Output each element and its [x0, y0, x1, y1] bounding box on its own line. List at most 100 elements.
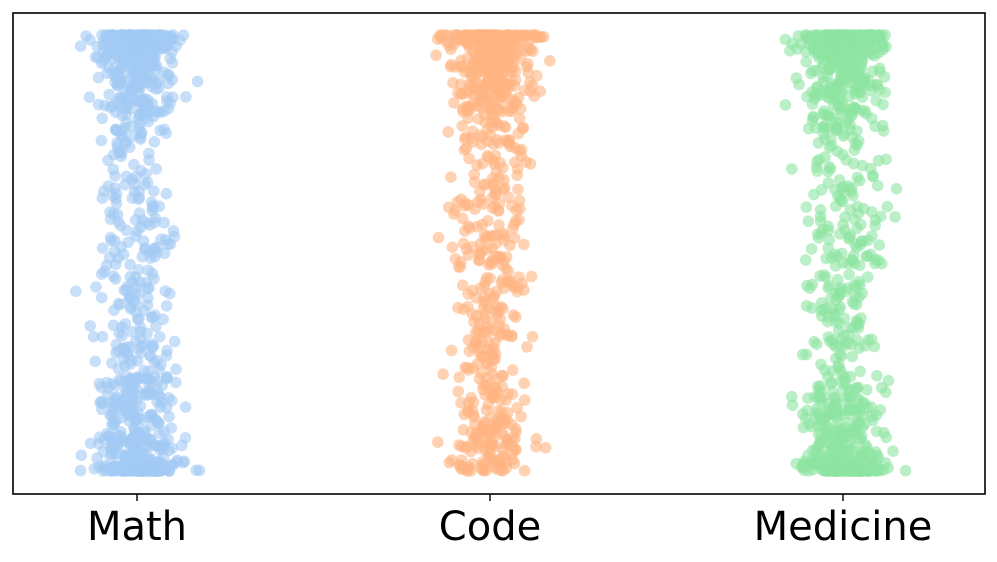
data-point-code: [497, 370, 509, 382]
data-point-code: [512, 183, 524, 196]
data-point-medicine: [875, 381, 888, 394]
data-point-code: [509, 444, 522, 456]
data-point-math: [96, 330, 109, 343]
data-point-code: [489, 64, 501, 77]
data-point-math: [107, 208, 120, 220]
data-point-medicine: [822, 331, 835, 343]
data-point-medicine: [786, 399, 799, 412]
data-point-code: [492, 137, 505, 149]
data-point-math: [166, 73, 179, 86]
data-point-math: [140, 168, 152, 180]
data-point-math: [124, 258, 136, 271]
data-point-code: [462, 112, 474, 124]
data-point-medicine: [852, 322, 865, 334]
data-point-medicine: [851, 125, 863, 137]
data-point-math: [161, 95, 173, 108]
data-point-code: [473, 248, 485, 260]
data-point-medicine: [830, 340, 842, 353]
data-point-medicine: [823, 161, 835, 173]
data-point-medicine: [796, 348, 809, 361]
data-point-medicine: [837, 101, 850, 113]
data-point-code: [523, 42, 536, 54]
data-point-code: [507, 454, 519, 467]
data-point-code: [496, 162, 509, 174]
x-ticks: [136, 494, 844, 501]
data-point-medicine: [834, 460, 846, 472]
data-point-math: [152, 106, 164, 118]
data-point-math: [145, 80, 158, 93]
data-point-medicine: [805, 243, 818, 255]
data-point-medicine: [844, 404, 856, 416]
x-tick-label-math: Math: [87, 504, 187, 550]
data-point-code: [446, 241, 459, 253]
data-point-medicine: [835, 350, 848, 362]
data-point-code: [488, 304, 501, 317]
data-point-code: [463, 345, 476, 357]
data-point-math: [113, 145, 126, 158]
data-point-math: [132, 62, 144, 74]
data-point-math: [139, 93, 151, 105]
data-point-math: [70, 285, 82, 298]
data-point-code: [498, 323, 511, 335]
data-point-code: [530, 433, 543, 445]
data-point-code: [448, 97, 460, 109]
data-point-code: [504, 239, 516, 252]
data-point-code: [486, 350, 499, 362]
data-point-medicine: [799, 254, 812, 266]
data-point-medicine: [823, 141, 836, 154]
data-point-medicine: [825, 62, 837, 75]
data-point-medicine: [810, 81, 823, 94]
data-point-math: [96, 242, 109, 254]
data-point-code: [489, 337, 501, 349]
data-point-math: [130, 297, 143, 310]
data-point-code: [452, 261, 465, 273]
data-point-medicine: [876, 257, 888, 270]
data-point-math: [141, 372, 154, 385]
data-point-code: [498, 182, 511, 194]
data-point-math: [146, 311, 159, 324]
data-point-math: [84, 437, 97, 450]
data-point-code: [477, 464, 490, 476]
data-point-medicine: [887, 445, 899, 457]
x-tick-label-medicine: Medicine: [754, 504, 933, 550]
data-point-medicine: [822, 242, 834, 254]
data-point-code: [476, 218, 489, 231]
data-point-math: [146, 201, 159, 214]
data-point-code: [466, 308, 479, 320]
data-point-math: [127, 40, 139, 52]
data-point-math: [120, 341, 132, 354]
data-point-math: [131, 225, 144, 237]
data-point-math: [160, 300, 173, 312]
data-point-medicine: [880, 153, 892, 166]
data-point-medicine: [854, 365, 866, 378]
data-point-math: [120, 170, 133, 183]
data-point-medicine: [786, 390, 798, 403]
data-point-code: [454, 30, 466, 43]
data-point-math: [120, 369, 133, 382]
data-point-math: [114, 52, 126, 64]
data-point-math: [126, 431, 139, 444]
data-point-code: [458, 144, 471, 156]
data-point-medicine: [814, 210, 827, 223]
data-point-code: [483, 325, 496, 338]
data-point-medicine: [806, 114, 819, 127]
data-point-medicine: [855, 55, 868, 67]
data-point-code: [511, 169, 523, 181]
data-point-code: [448, 38, 460, 51]
data-point-medicine: [804, 282, 816, 295]
data-point-medicine: [821, 315, 834, 328]
data-point-medicine: [822, 282, 834, 294]
data-point-code: [478, 350, 490, 363]
data-point-code: [452, 301, 464, 314]
data-point-code: [466, 284, 479, 297]
data-point-medicine: [818, 30, 830, 43]
data-point-math: [163, 410, 175, 423]
data-point-math: [103, 88, 116, 101]
data-point-medicine: [843, 76, 855, 88]
data-point-medicine: [873, 30, 886, 43]
data-point-math: [136, 250, 149, 263]
data-point-code: [513, 145, 525, 157]
data-point-medicine: [877, 125, 890, 137]
data-point-medicine: [899, 464, 912, 477]
